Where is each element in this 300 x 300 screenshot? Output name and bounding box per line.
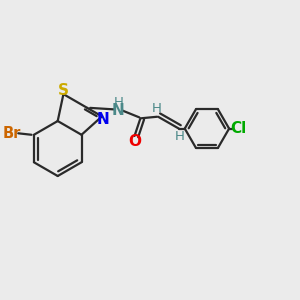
Text: H: H xyxy=(113,96,123,109)
Text: H: H xyxy=(152,102,162,115)
Text: Br: Br xyxy=(2,126,21,141)
Text: N: N xyxy=(112,103,124,118)
Text: O: O xyxy=(128,134,141,149)
Text: Cl: Cl xyxy=(231,121,247,136)
Text: S: S xyxy=(58,83,69,98)
Text: N: N xyxy=(97,112,110,127)
Text: H: H xyxy=(175,130,185,143)
